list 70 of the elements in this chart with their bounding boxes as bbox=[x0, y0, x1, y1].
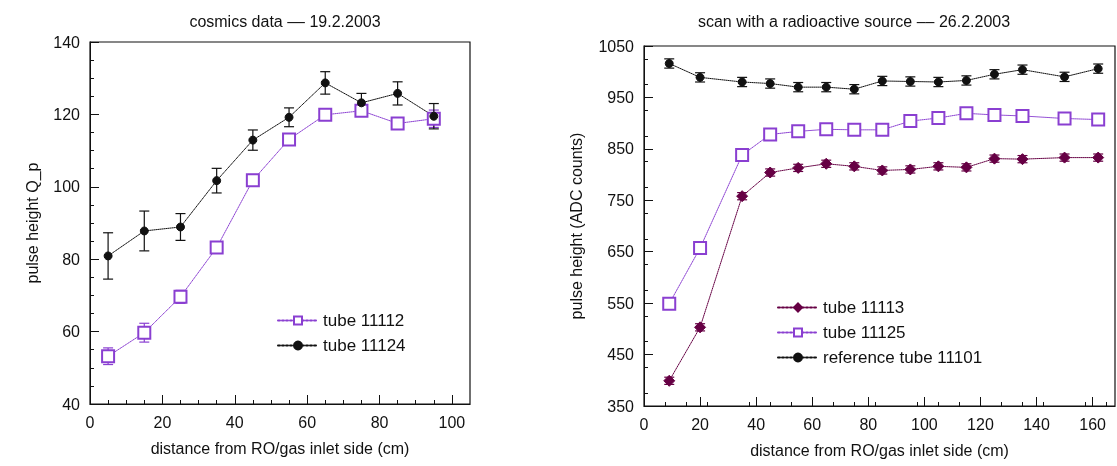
x-tick-label: 0 bbox=[85, 413, 95, 431]
y-tick-label: 750 bbox=[607, 191, 635, 209]
y-axis-title: pulse height Q_p bbox=[23, 162, 42, 284]
point bbox=[693, 241, 708, 256]
point bbox=[875, 122, 890, 137]
y-tick-label: 950 bbox=[607, 88, 635, 106]
x-tick-label: 140 bbox=[1023, 415, 1050, 433]
y-tick-label: 650 bbox=[607, 243, 635, 261]
point bbox=[209, 240, 224, 255]
point bbox=[175, 222, 185, 232]
point bbox=[212, 176, 222, 186]
point bbox=[248, 135, 258, 145]
legend-label: reference tube 11101 bbox=[823, 348, 983, 367]
x-tick-label: 40 bbox=[225, 413, 244, 431]
point bbox=[735, 148, 750, 163]
point bbox=[1057, 111, 1072, 126]
y-tick-label: 140 bbox=[53, 33, 81, 51]
x-tick-label: 20 bbox=[691, 415, 710, 433]
legend-label: tube 11125 bbox=[823, 323, 906, 342]
point bbox=[903, 114, 918, 129]
y-tick-label: 100 bbox=[53, 178, 81, 196]
x-axis-title: distance from RO/gas inlet side (cm) bbox=[150, 439, 410, 457]
y-axis-title: pulse height (ADC counts) bbox=[567, 132, 585, 320]
point bbox=[763, 127, 778, 142]
x-tick-label: 40 bbox=[747, 415, 766, 433]
point bbox=[1015, 108, 1030, 123]
point bbox=[139, 226, 149, 236]
point bbox=[819, 122, 834, 137]
point bbox=[931, 111, 946, 125]
y-tick-label: 350 bbox=[607, 397, 635, 415]
chart-title: scan with a radioactive source –– 26.2.2003 bbox=[697, 12, 1011, 30]
y-tick-label: 40 bbox=[62, 395, 81, 413]
point bbox=[354, 103, 369, 118]
point bbox=[320, 78, 330, 88]
point bbox=[390, 116, 405, 131]
point bbox=[791, 124, 806, 139]
y-tick-label: 80 bbox=[62, 250, 81, 268]
x-tick-label: 0 bbox=[639, 415, 649, 433]
x-tick-label: 60 bbox=[298, 413, 317, 431]
x-tick-label: 120 bbox=[967, 415, 994, 433]
point bbox=[245, 173, 260, 188]
y-tick-label: 1050 bbox=[598, 37, 635, 55]
point bbox=[662, 296, 677, 311]
point bbox=[282, 132, 297, 147]
point bbox=[987, 107, 1002, 122]
x-tick-label: 80 bbox=[370, 413, 389, 431]
chart-title: cosmics data –– 19.2.2003 bbox=[189, 12, 381, 30]
point bbox=[284, 112, 294, 122]
x-tick-label: 160 bbox=[1079, 415, 1107, 433]
y-tick-label: 450 bbox=[607, 346, 635, 364]
x-tick-label: 60 bbox=[803, 415, 822, 433]
x-tick-label: 100 bbox=[438, 413, 466, 431]
legend-label: tube 11112 bbox=[323, 311, 405, 330]
point bbox=[393, 88, 403, 98]
x-tick-label: 20 bbox=[153, 413, 172, 431]
point bbox=[1091, 112, 1106, 127]
x-axis-title: distance from RO/gas inlet side (cm) bbox=[750, 441, 1009, 459]
point bbox=[103, 251, 113, 261]
point bbox=[318, 107, 333, 122]
y-tick-label: 850 bbox=[607, 140, 635, 158]
x-tick-label: 80 bbox=[859, 415, 878, 433]
y-tick-label: 120 bbox=[53, 105, 81, 123]
y-tick-label: 550 bbox=[607, 294, 635, 312]
point bbox=[356, 98, 366, 108]
x-tick-label: 100 bbox=[911, 415, 938, 433]
legend-label: tube 11113 bbox=[823, 298, 905, 317]
point bbox=[959, 106, 974, 121]
legend-label: tube 11124 bbox=[323, 336, 406, 355]
point bbox=[847, 122, 862, 137]
y-tick-label: 60 bbox=[62, 323, 81, 341]
